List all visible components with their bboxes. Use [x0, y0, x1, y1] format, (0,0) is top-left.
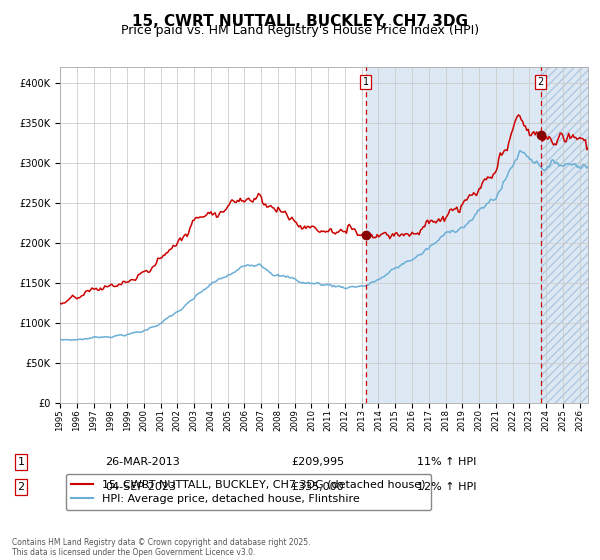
- Text: 2: 2: [17, 482, 25, 492]
- Bar: [541, 67, 588, 403]
- Text: 2: 2: [538, 77, 544, 87]
- Text: 12% ↑ HPI: 12% ↑ HPI: [417, 482, 476, 492]
- Bar: [365, 67, 541, 403]
- Text: £209,995: £209,995: [291, 457, 344, 467]
- Text: 1: 1: [362, 77, 368, 87]
- Text: 1: 1: [17, 457, 25, 467]
- Bar: [541, 67, 588, 403]
- Text: 26-MAR-2013: 26-MAR-2013: [105, 457, 180, 467]
- Legend: 15, CWRT NUTTALL, BUCKLEY, CH7 3DG (detached house), HPI: Average price, detache: 15, CWRT NUTTALL, BUCKLEY, CH7 3DG (deta…: [65, 474, 431, 510]
- Text: £335,000: £335,000: [291, 482, 344, 492]
- Text: 11% ↑ HPI: 11% ↑ HPI: [417, 457, 476, 467]
- Text: Price paid vs. HM Land Registry's House Price Index (HPI): Price paid vs. HM Land Registry's House …: [121, 24, 479, 37]
- Text: 15, CWRT NUTTALL, BUCKLEY, CH7 3DG: 15, CWRT NUTTALL, BUCKLEY, CH7 3DG: [132, 14, 468, 29]
- Text: 04-SEP-2023: 04-SEP-2023: [105, 482, 176, 492]
- Text: Contains HM Land Registry data © Crown copyright and database right 2025.
This d: Contains HM Land Registry data © Crown c…: [12, 538, 311, 557]
